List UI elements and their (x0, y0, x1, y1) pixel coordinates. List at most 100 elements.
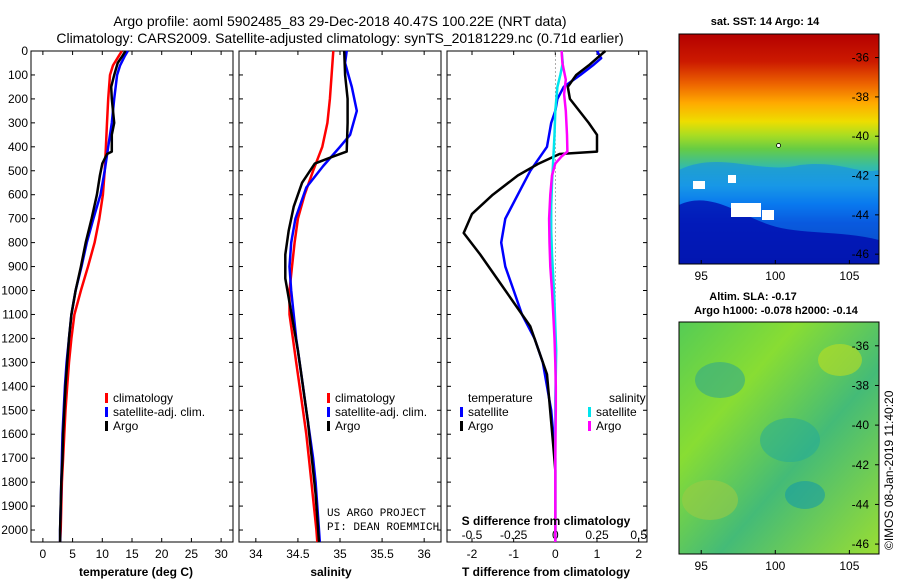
depth-tick-label: 1100 (2, 307, 28, 321)
legend-label-satellite: satellite-adj. clim. (335, 405, 427, 419)
s-difference-axis-label: S difference from climatology (462, 514, 631, 528)
sst-map-frame (678, 33, 880, 265)
x-tick-label: 1 (594, 547, 601, 561)
depth-tick-label: 1900 (1, 499, 28, 513)
map-y-tick-label: -46 (852, 537, 870, 551)
x-tick-label: -2 (467, 547, 478, 561)
depth-tick-label: 1500 (1, 403, 28, 417)
x-tick-label: 5 (69, 547, 76, 561)
legend-label-t-argo: Argo (468, 419, 494, 433)
sla-map (679, 322, 879, 554)
depth-axis: 0 100 200 300 400 500 600 700 800 900 1000 1100 1200… (1, 44, 28, 537)
salinity-panel: 34 34.5 35 35.5 36 (238, 50, 442, 561)
series-line-satellite-adj-clim- (288, 50, 359, 543)
legend-label-t-satellite: satellite (468, 405, 509, 419)
sla-blob (818, 344, 862, 376)
x-tick-label: 36 (417, 547, 431, 561)
map-x-tick-label: 95 (695, 269, 709, 283)
legend-swatch-s-satellite (588, 407, 591, 417)
depth-tick-label: 1000 (1, 284, 28, 298)
legend-label-climatology: climatology (335, 391, 395, 405)
map-x-tick-label: 105 (839, 269, 859, 283)
x-tick-label: 2 (635, 547, 642, 561)
sst-cloud-patch (731, 203, 761, 217)
map-y-tick-label: -44 (852, 497, 870, 511)
x-tick-label: 34 (249, 547, 263, 561)
legend-swatch-t-satellite (460, 407, 463, 417)
map-x-tick-label: 95 (695, 559, 709, 573)
legend-swatch-satellite (105, 407, 108, 417)
x-tick-label: -1 (508, 547, 519, 561)
series-line-argo (284, 50, 349, 543)
map-y-tick-label: -40 (852, 418, 870, 432)
depth-tick-label: 400 (8, 140, 28, 154)
x-tick-label: 0 (40, 547, 47, 561)
sst-cloud-patch (762, 210, 774, 220)
x-tick-label: 10 (96, 547, 110, 561)
map-y-tick-label: -38 (852, 90, 870, 104)
panel-frame (446, 50, 648, 543)
map-y-tick-label: -42 (852, 169, 870, 183)
map-y-tick-label: -38 (852, 378, 870, 392)
sla-blob (682, 480, 738, 520)
sst-cold-core (679, 200, 879, 264)
sst-map-title: sat. SST: 14 Argo: 14 (711, 16, 820, 28)
legend-swatch-t-argo (460, 421, 463, 431)
x-tick-label: 35.5 (370, 547, 394, 561)
panel-frame (30, 50, 234, 543)
depth-tick-label: 600 (8, 188, 28, 202)
imos-credit: ©IMOS 08-Jan-2019 11:40:20 (882, 390, 896, 550)
map-x-tick-label: 105 (839, 559, 859, 573)
series-line-s-argo (547, 50, 569, 542)
difference-legend: temperature salinity satellite Argo sate… (460, 391, 646, 433)
x-tick-label: 35 (333, 547, 347, 561)
depth-tick-label: 2000 (1, 523, 28, 537)
sla-blob (785, 481, 825, 509)
difference-panel: -2 -1 0 1 2-0.5 -0.25 0 0.25 0.5 (446, 50, 648, 561)
legend-label-climatology: climatology (113, 391, 173, 405)
legend-label-argo: Argo (335, 419, 361, 433)
us-argo-credit: US ARGO PROJECT (327, 508, 426, 520)
figure-title-line2: Climatology: CARS2009. Satellite-adjuste… (56, 30, 623, 46)
argo-position-marker (776, 143, 781, 148)
sla-blob (695, 362, 745, 398)
temperature-axis-label: temperature (deg C) (79, 565, 193, 579)
depth-tick-label: 1600 (1, 427, 28, 441)
legend-title-temperature: temperature (468, 391, 533, 405)
top-x-tick-label: -0.25 (500, 528, 528, 542)
legend-label-satellite: satellite-adj. clim. (113, 405, 205, 419)
salinity-axis-label: salinity (310, 565, 352, 579)
depth-tick-label: 200 (8, 92, 28, 106)
depth-tick-label: 500 (8, 164, 28, 178)
legend-label-s-satellite: satellite (596, 405, 637, 419)
top-x-tick-label: -0.5 (462, 528, 483, 542)
map-y-tick-label: -36 (852, 339, 870, 353)
legend-swatch-argo (105, 421, 108, 431)
depth-tick-label: 300 (8, 116, 28, 130)
x-tick-label: 15 (125, 547, 139, 561)
map-x-tick-label: 100 (765, 269, 785, 283)
legend-swatch-s-argo (588, 421, 591, 431)
depth-tick-label: 1300 (1, 355, 28, 369)
x-tick-label: 34.5 (286, 547, 310, 561)
depth-tick-label: 700 (8, 212, 28, 226)
depth-tick-label: 1400 (1, 379, 28, 393)
legend-label-argo: Argo (113, 419, 139, 433)
sst-map-axes: 95 100 105 -36 -38 -40 -42 -44 -46 (695, 51, 879, 283)
legend-swatch-climatology (327, 393, 330, 403)
sla-map-frame (678, 321, 880, 555)
series-line-argo (58, 50, 127, 542)
legend-title-salinity: salinity (609, 391, 646, 405)
figure-title-line1: Argo profile: aoml 5902485_83 29-Dec-201… (113, 13, 566, 29)
depth-tick-label: 1800 (1, 475, 28, 489)
depth-tick-label: 100 (8, 68, 28, 82)
map-y-tick-label: -46 (852, 247, 870, 261)
depth-tick-label: 800 (8, 236, 28, 250)
x-tick-label: 0 (552, 547, 559, 561)
sla-map-title-line2: Argo h1000: -0.078 h2000: -0.14 (694, 305, 859, 317)
depth-tick-label: 1200 (1, 331, 28, 345)
depth-tick-label: 1700 (1, 451, 28, 465)
map-y-tick-label: -42 (852, 458, 870, 472)
map-y-tick-label: -44 (852, 208, 870, 222)
series-line-t-argo (462, 50, 607, 542)
